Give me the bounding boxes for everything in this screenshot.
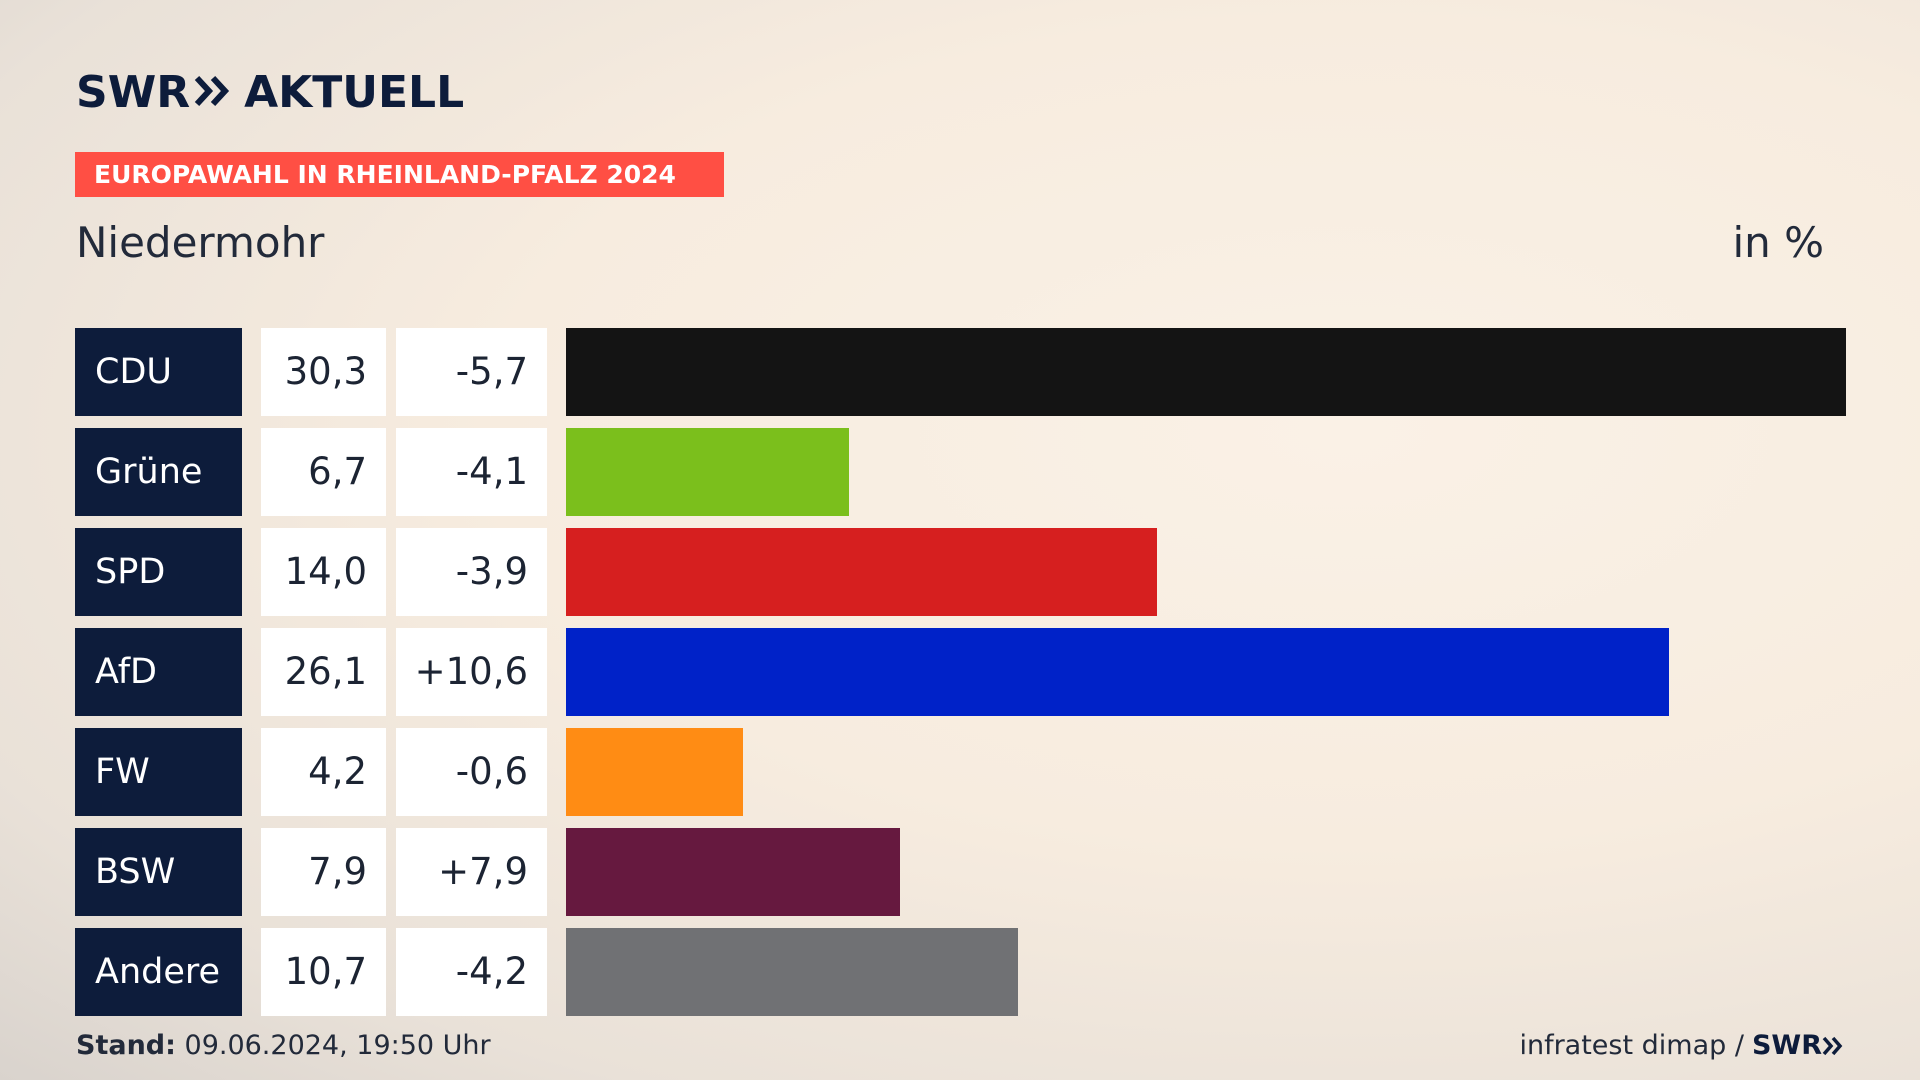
diff-label: -4,1 bbox=[396, 428, 547, 516]
result-row-bsw: BSW 7,9 +7,9 bbox=[75, 828, 1846, 916]
value-label: 30,3 bbox=[261, 328, 386, 416]
diff-label: -3,9 bbox=[396, 528, 547, 616]
value-label: 14,0 bbox=[261, 528, 386, 616]
party-label: FW bbox=[75, 728, 242, 816]
bar-afd bbox=[566, 628, 1669, 716]
diff-label: +7,9 bbox=[396, 828, 547, 916]
bar-fw bbox=[566, 728, 743, 816]
bar-bsw bbox=[566, 828, 900, 916]
double-chevron-icon bbox=[1822, 1036, 1843, 1055]
party-label: CDU bbox=[75, 328, 242, 416]
result-row-cdu: CDU 30,3 -5,7 bbox=[75, 328, 1846, 416]
value-label: 6,7 bbox=[261, 428, 386, 516]
party-label: Andere bbox=[75, 928, 242, 1016]
result-row-fw: FW 4,2 -0,6 bbox=[75, 728, 1846, 816]
bar-andere bbox=[566, 928, 1018, 1016]
logo-swr: SWR bbox=[76, 66, 191, 118]
diff-label: -0,6 bbox=[396, 728, 547, 816]
result-row-spd: SPD 14,0 -3,9 bbox=[75, 528, 1846, 616]
swr-aktuell-logo: SWR AKTUELL bbox=[76, 66, 464, 118]
stand-info: Stand: 09.06.2024, 19:50 Uhr bbox=[76, 1030, 491, 1061]
party-label: AfD bbox=[75, 628, 242, 716]
source-label: infratest dimap / bbox=[1519, 1030, 1744, 1061]
logo-aktuell: AKTUELL bbox=[244, 66, 465, 118]
bar-grüne bbox=[566, 428, 849, 516]
result-row-andere: Andere 10,7 -4,2 bbox=[75, 928, 1846, 1016]
bar-cdu bbox=[566, 328, 1846, 416]
election-banner: EUROPAWAHL IN RHEINLAND-PFALZ 2024 bbox=[75, 152, 724, 197]
value-label: 4,2 bbox=[261, 728, 386, 816]
value-label: 7,9 bbox=[261, 828, 386, 916]
footer-brand-text: SWR bbox=[1751, 1030, 1822, 1061]
party-label: Grüne bbox=[75, 428, 242, 516]
party-label: BSW bbox=[75, 828, 242, 916]
value-label: 10,7 bbox=[261, 928, 386, 1016]
footer-brand: SWR bbox=[1752, 1030, 1844, 1061]
diff-label: -5,7 bbox=[396, 328, 547, 416]
result-row-afd: AfD 26,1 +10,6 bbox=[75, 628, 1846, 716]
bar-spd bbox=[566, 528, 1157, 616]
result-row-grüne: Grüne 6,7 -4,1 bbox=[75, 428, 1846, 516]
value-label: 26,1 bbox=[261, 628, 386, 716]
unit-label: in % bbox=[1732, 218, 1824, 267]
stand-label: Stand: bbox=[76, 1030, 176, 1061]
source-info: infratest dimap / SWR bbox=[1519, 1030, 1844, 1061]
diff-label: +10,6 bbox=[396, 628, 547, 716]
diff-label: -4,2 bbox=[396, 928, 547, 1016]
place-title: Niedermohr bbox=[76, 218, 325, 267]
party-label: SPD bbox=[75, 528, 242, 616]
stand-value: 09.06.2024, 19:50 Uhr bbox=[184, 1030, 491, 1061]
double-chevron-icon bbox=[194, 67, 230, 118]
